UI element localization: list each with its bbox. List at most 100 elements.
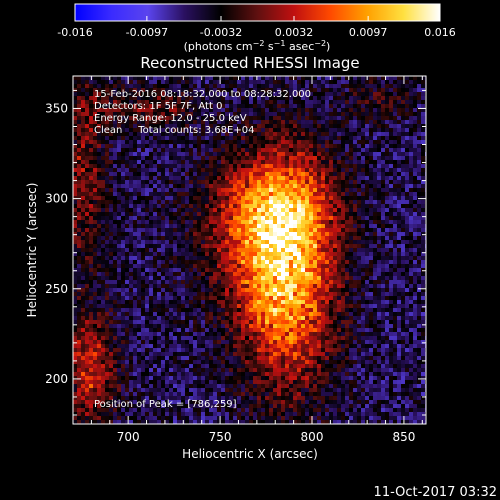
heatmap-pixel bbox=[129, 172, 133, 176]
heatmap-pixel bbox=[305, 144, 309, 148]
heatmap-pixel bbox=[89, 152, 93, 156]
heatmap-pixel bbox=[109, 172, 113, 176]
heatmap-pixel bbox=[117, 172, 121, 176]
heatmap-pixel bbox=[101, 96, 105, 100]
heatmap-pixel bbox=[373, 212, 377, 216]
heatmap-pixel bbox=[157, 140, 161, 144]
heatmap-pixel bbox=[401, 156, 405, 160]
heatmap-pixel bbox=[249, 144, 253, 148]
heatmap-pixel bbox=[89, 160, 93, 164]
heatmap-pixel bbox=[217, 224, 221, 228]
heatmap-pixel bbox=[417, 196, 421, 200]
heatmap-pixel bbox=[413, 236, 417, 240]
heatmap-pixel bbox=[197, 180, 201, 184]
heatmap-pixel bbox=[261, 260, 265, 264]
heatmap-pixel bbox=[397, 228, 401, 232]
heatmap-pixel bbox=[229, 228, 233, 232]
heatmap-pixel bbox=[101, 124, 105, 128]
heatmap-pixel bbox=[77, 208, 81, 212]
heatmap-pixel bbox=[353, 244, 357, 248]
heatmap-pixel bbox=[105, 168, 109, 172]
heatmap-pixel bbox=[153, 256, 157, 260]
heatmap-pixel bbox=[381, 232, 385, 236]
heatmap-pixel bbox=[321, 140, 325, 144]
heatmap-pixel bbox=[317, 288, 321, 292]
heatmap-pixel bbox=[393, 280, 397, 284]
heatmap-pixel bbox=[409, 240, 413, 244]
heatmap-pixel bbox=[277, 256, 281, 260]
heatmap-pixel bbox=[297, 224, 301, 228]
heatmap-pixel bbox=[261, 252, 265, 256]
heatmap-pixel bbox=[285, 236, 289, 240]
heatmap-pixel bbox=[109, 160, 113, 164]
heatmap-pixel bbox=[97, 256, 101, 260]
heatmap-pixel bbox=[173, 256, 177, 260]
heatmap-pixel bbox=[281, 284, 285, 288]
heatmap-pixel bbox=[197, 112, 201, 116]
heatmap-pixel bbox=[81, 124, 85, 128]
heatmap-pixel bbox=[257, 188, 261, 192]
heatmap-pixel bbox=[261, 264, 265, 268]
heatmap-pixel bbox=[417, 112, 421, 116]
heatmap-pixel bbox=[273, 244, 277, 248]
heatmap-pixel bbox=[125, 264, 129, 268]
heatmap-pixel bbox=[377, 136, 381, 140]
heatmap-pixel bbox=[197, 256, 201, 260]
heatmap-pixel bbox=[229, 188, 233, 192]
heatmap-pixel bbox=[133, 216, 137, 220]
heatmap-pixel bbox=[349, 108, 353, 112]
heatmap-pixel bbox=[293, 144, 297, 148]
heatmap-pixel bbox=[265, 232, 269, 236]
heatmap-pixel bbox=[161, 164, 165, 168]
heatmap-pixel bbox=[241, 124, 245, 128]
heatmap-pixel bbox=[241, 132, 245, 136]
heatmap-pixel bbox=[149, 264, 153, 268]
heatmap-pixel bbox=[349, 140, 353, 144]
heatmap-pixel bbox=[313, 252, 317, 256]
heatmap-pixel bbox=[329, 160, 333, 164]
heatmap-pixel bbox=[309, 188, 313, 192]
heatmap-pixel bbox=[173, 200, 177, 204]
heatmap-pixel bbox=[229, 132, 233, 136]
heatmap-pixel bbox=[89, 236, 93, 240]
heatmap-pixel bbox=[329, 244, 333, 248]
heatmap-pixel bbox=[149, 248, 153, 252]
heatmap-pixel bbox=[225, 172, 229, 176]
heatmap-pixel bbox=[149, 100, 153, 104]
heatmap-pixel bbox=[221, 92, 225, 96]
heatmap-pixel bbox=[189, 296, 193, 300]
heatmap-pixel bbox=[325, 216, 329, 220]
heatmap-pixel bbox=[125, 272, 129, 276]
heatmap-pixel bbox=[225, 192, 229, 196]
heatmap-pixel bbox=[253, 292, 257, 296]
heatmap-pixel bbox=[265, 132, 269, 136]
heatmap-pixel bbox=[173, 128, 177, 132]
heatmap-pixel bbox=[305, 252, 309, 256]
heatmap-pixel bbox=[349, 80, 353, 84]
heatmap-pixel bbox=[373, 184, 377, 188]
heatmap-pixel bbox=[121, 200, 125, 204]
heatmap-pixel bbox=[373, 172, 377, 176]
heatmap-pixel bbox=[173, 288, 177, 292]
heatmap-pixel bbox=[137, 260, 141, 264]
heatmap-pixel bbox=[265, 224, 269, 228]
heatmap-pixel bbox=[117, 136, 121, 140]
heatmap-pixel bbox=[377, 124, 381, 128]
heatmap-pixel bbox=[125, 188, 129, 192]
heatmap-pixel bbox=[393, 192, 397, 196]
heatmap-pixel bbox=[73, 132, 77, 136]
heatmap-pixel bbox=[297, 280, 301, 284]
heatmap-pixel bbox=[393, 96, 397, 100]
heatmap-pixel bbox=[189, 196, 193, 200]
heatmap-pixel bbox=[253, 268, 257, 272]
heatmap-pixel bbox=[297, 128, 301, 132]
heatmap-pixel bbox=[189, 192, 193, 196]
heatmap-pixel bbox=[165, 104, 169, 108]
heatmap-pixel bbox=[409, 132, 413, 136]
heatmap-pixel bbox=[257, 284, 261, 288]
heatmap-pixel bbox=[321, 128, 325, 132]
heatmap-pixel bbox=[185, 128, 189, 132]
heatmap-pixel bbox=[253, 140, 257, 144]
heatmap-pixel bbox=[105, 288, 109, 292]
heatmap-pixel bbox=[285, 164, 289, 168]
